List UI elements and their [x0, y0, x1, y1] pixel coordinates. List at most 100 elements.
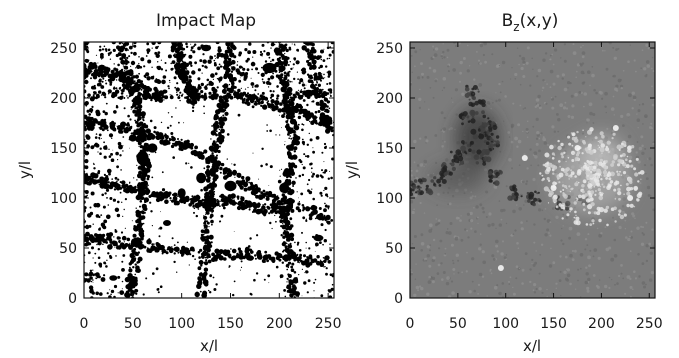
- impact-speck: [101, 225, 105, 228]
- impact-speck: [208, 82, 212, 86]
- bz-noise: [644, 114, 648, 118]
- impact-speck: [116, 125, 118, 128]
- impact-speck: [229, 93, 232, 96]
- impact-speck: [136, 179, 138, 181]
- impact-speck: [310, 213, 313, 216]
- bz-noise: [649, 251, 653, 255]
- bz-noise: [428, 66, 432, 70]
- impact-speck: [138, 195, 143, 200]
- impact-speck: [313, 258, 318, 263]
- impact-speck: [169, 249, 173, 252]
- bz-noise: [491, 101, 494, 104]
- bz-noise: [620, 86, 623, 90]
- impact-speck: [85, 68, 90, 73]
- bz-noise: [542, 136, 545, 139]
- impact-speck: [313, 76, 318, 81]
- bz-noise: [485, 216, 488, 218]
- impact-speck: [182, 64, 184, 66]
- bz-noise: [555, 287, 557, 289]
- impact-speck: [327, 208, 329, 210]
- bz-noise: [440, 54, 443, 58]
- impact-speck: [119, 154, 122, 157]
- impact-speck: [301, 204, 305, 207]
- impact-speck: [185, 96, 189, 100]
- impact-speck: [327, 72, 332, 76]
- bz-noise: [641, 262, 645, 265]
- impact-speck: [138, 145, 140, 147]
- bz-noise: [450, 243, 454, 247]
- impact-speck: [284, 247, 290, 253]
- impact-speck: [87, 181, 92, 186]
- impact-speck: [320, 58, 323, 61]
- bz-noise: [571, 258, 575, 261]
- impact-speck: [281, 261, 284, 264]
- impact-speck: [288, 70, 291, 73]
- impact-speck: [157, 288, 160, 290]
- bz-bright-speck: [600, 143, 605, 148]
- impact-speck: [153, 243, 155, 245]
- impact-speck: [282, 93, 285, 96]
- bz-noise: [510, 125, 514, 129]
- impact-speck: [186, 142, 189, 145]
- bz-noise: [474, 195, 477, 198]
- bz-noise: [495, 239, 499, 244]
- bz-noise: [491, 222, 495, 227]
- bz-noise: [635, 151, 638, 154]
- impact-speck: [216, 102, 222, 108]
- bz-dark-speck: [476, 149, 482, 155]
- bz-noise: [522, 130, 524, 133]
- bz-noise: [521, 282, 524, 285]
- impact-speck: [115, 79, 118, 81]
- impact-speck: [117, 141, 122, 146]
- impact-speck: [103, 219, 108, 224]
- bz-noise: [524, 107, 527, 110]
- impact-speck: [262, 189, 266, 193]
- impact-speck: [238, 254, 244, 260]
- bz-noise: [641, 281, 646, 285]
- impact-speck: [288, 154, 290, 156]
- impact-blob: [303, 89, 314, 97]
- impact-speck: [122, 150, 124, 152]
- impact-blob: [109, 275, 118, 281]
- impact-speck: [221, 199, 224, 202]
- impact-speck: [200, 272, 203, 274]
- impact-speck: [307, 61, 309, 63]
- impact-speck: [213, 288, 217, 291]
- bz-noise: [473, 207, 475, 209]
- impact-speck: [319, 191, 323, 195]
- impact-speck: [97, 248, 101, 251]
- impact-speck: [115, 255, 117, 257]
- impact-speck: [328, 88, 333, 92]
- bz-noise: [443, 116, 446, 120]
- impact-speck: [150, 248, 153, 251]
- bz-noise: [514, 72, 518, 77]
- bz-dark-speck: [466, 143, 471, 148]
- impact-speck: [147, 95, 152, 100]
- impact-speck: [277, 179, 282, 184]
- impact-speck: [305, 270, 309, 274]
- impact-speck: [155, 53, 160, 58]
- impact-speck: [239, 269, 241, 271]
- impact-speck: [175, 38, 176, 39]
- impact-speck: [102, 77, 105, 80]
- impact-speck: [198, 260, 204, 265]
- bz-noise: [645, 43, 649, 47]
- impact-speck: [194, 152, 196, 155]
- impact-speck: [160, 136, 165, 140]
- impact-speck: [97, 67, 102, 73]
- bz-bright-speck: [602, 170, 608, 175]
- bz-bright-speck: [587, 204, 593, 210]
- bz-noise: [441, 278, 444, 281]
- bz-noise: [576, 63, 581, 67]
- impact-speck: [218, 249, 224, 255]
- impact-speck: [84, 278, 87, 283]
- bz-noise: [470, 227, 473, 230]
- impact-speck: [285, 74, 288, 77]
- bz-noise: [641, 49, 644, 51]
- impact-speck: [142, 112, 145, 115]
- impact-speck: [203, 198, 208, 202]
- impact-speck: [98, 90, 102, 94]
- bz-noise: [437, 263, 441, 267]
- bz-noise: [431, 258, 435, 263]
- bz-noise: [574, 92, 578, 97]
